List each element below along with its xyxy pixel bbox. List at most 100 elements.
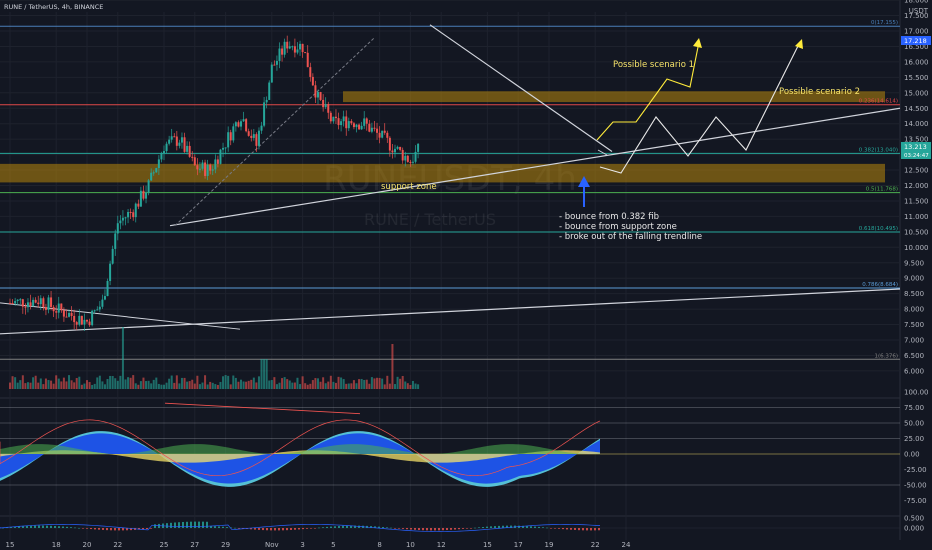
candle-body [391, 150, 394, 153]
volume-bar [114, 378, 117, 389]
volume-bar [216, 384, 219, 389]
price-tick: 16.000 [904, 58, 929, 66]
macd-hist-bar [446, 528, 448, 531]
price-tick: 7.500 [904, 321, 924, 329]
indicator-tick: 100.00 [904, 389, 929, 397]
price-axis[interactable]: 18.000 17.500 17.000 16.500 16.000 15.500 15.0… [904, 0, 929, 375]
candle-body [155, 168, 158, 173]
macd-hist-bar [270, 528, 272, 531]
candle-body [183, 137, 186, 152]
price-tick: 15.000 [904, 89, 929, 97]
candle-body [47, 297, 50, 310]
volume-bar [145, 381, 148, 389]
indicator-axis[interactable]: 100.00 75.00 50.00 25.00 0.00 -25.00 -50.00 -75… [904, 389, 929, 506]
macd-hist-bar [282, 528, 284, 531]
symbol-header[interactable]: RUNE / TetherUS, 4h, BINANCE [4, 3, 103, 11]
candle-body [57, 303, 60, 313]
volume-bar [293, 382, 296, 389]
wt-green-area [0, 444, 600, 454]
candle-body [42, 298, 45, 307]
volume-bar [334, 382, 337, 389]
volume-bar [411, 380, 414, 389]
volume-bar [383, 384, 386, 389]
volume-bar [24, 383, 27, 389]
volume-bar [363, 379, 366, 389]
volume-bar [139, 381, 142, 389]
candle-body [417, 143, 420, 152]
volume-bar [209, 381, 212, 389]
macd-hist-bar [422, 528, 424, 531]
volume-bar [204, 375, 207, 389]
volume-bar [47, 380, 50, 389]
candle-body [363, 118, 366, 126]
macd-hist-bar [350, 525, 352, 528]
macd-hist-bar [574, 528, 576, 530]
volume-bar [270, 380, 273, 389]
volume-bar [103, 384, 106, 389]
volume-bar [68, 375, 71, 389]
volume-bar [365, 379, 368, 389]
volume-bar [268, 380, 271, 389]
current-price-badge: 17.218 [901, 36, 931, 45]
watermark-name: RUNE / TetherUS [364, 210, 496, 229]
volume-bar [150, 383, 153, 389]
indicator-tick: 25.00 [904, 435, 924, 443]
macd-hist-bar [130, 528, 132, 531]
macd-hist-bar [510, 525, 512, 528]
candle-body [24, 306, 27, 308]
candle-body [337, 118, 340, 126]
candle-body [283, 41, 286, 55]
candle-body [68, 312, 71, 317]
macd-hist-bar [70, 527, 72, 528]
macd-hist-bar [258, 528, 260, 530]
note-line-3: - broke out of the falling trendline [559, 232, 702, 242]
candle-body [168, 139, 171, 144]
candle-body [342, 116, 345, 122]
volume-bar [404, 381, 407, 389]
volume-bar [309, 383, 312, 389]
volume-bar [101, 381, 104, 389]
fib-label: 0(17.155) [871, 20, 898, 26]
candle-body [317, 92, 319, 98]
volume-bar [229, 384, 232, 389]
macd-hist-bar [586, 528, 588, 531]
candle-body [101, 299, 104, 307]
time-tick: 17 [514, 541, 523, 549]
price-tick: 11.000 [904, 213, 929, 221]
volume-bar [165, 382, 168, 389]
scenario2-arrowhead [795, 39, 803, 49]
macd-hist-bar [338, 526, 340, 528]
macd-hist-bar [90, 528, 92, 530]
note-line-2: - bounce from support zone [559, 222, 677, 232]
volume-bar [96, 377, 99, 389]
macd-hist-bar [554, 528, 556, 529]
time-tick: 27 [190, 541, 199, 549]
time-tick: 24 [622, 541, 631, 549]
candle-body [170, 136, 173, 140]
macd-hist-bar [254, 528, 256, 530]
candle-body [165, 143, 168, 152]
indicator-tick: 75.00 [904, 404, 924, 412]
volume-bar [73, 382, 76, 389]
macd-hist-bar [506, 525, 508, 528]
macd-axis[interactable]: 0.500 0.000 [904, 515, 924, 533]
macd-hist-bar [542, 527, 544, 528]
time-axis[interactable]: 15 18 20 22 25 27 29 Nov 3 5 8 10 12 15 17 19 22 24 [6, 541, 631, 549]
volume-bar [283, 377, 286, 389]
price-tick: 6.500 [904, 352, 924, 360]
scenario1-path [596, 41, 700, 141]
macd-hist-bar [286, 528, 288, 531]
volume-bar [39, 378, 42, 389]
candle-body [186, 145, 189, 152]
macd-hist-bar [106, 528, 108, 531]
macd-hist-bar [530, 526, 532, 528]
volume-bar [106, 378, 109, 389]
volume-bar [124, 379, 127, 389]
volume-bar [42, 384, 45, 389]
volume-bar [44, 378, 47, 389]
macd-hist-bar [46, 525, 48, 528]
candle-body [116, 223, 119, 234]
macd-hist-bar [218, 526, 220, 528]
macd-hist-bar [94, 528, 96, 530]
